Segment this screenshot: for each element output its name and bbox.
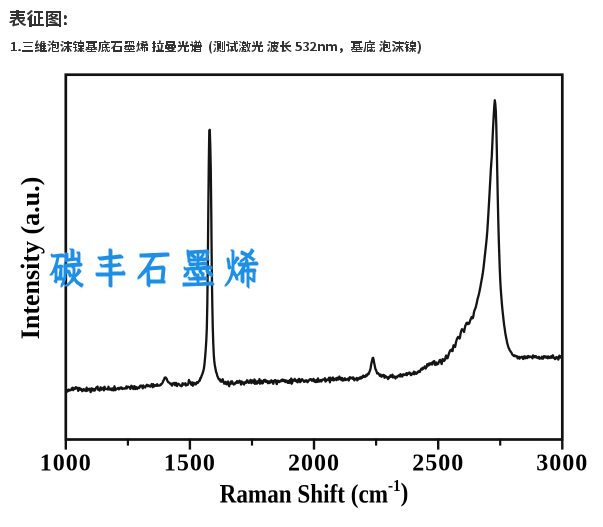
x-tick-label-3000: 3000 xyxy=(536,451,588,477)
page-title-glyphs xyxy=(9,10,67,27)
x-axis-title-close-paren: ) xyxy=(401,479,409,508)
spectrum-line xyxy=(64,99,564,394)
figure-caption-glyphs xyxy=(11,40,421,54)
x-tick-label-2500: 2500 xyxy=(412,451,464,477)
x-tick-label-1500: 1500 xyxy=(164,451,216,477)
x-axis-title-superscript: -1 xyxy=(388,477,401,495)
watermark-glyphs xyxy=(49,248,259,290)
x-tick-label-1000: 1000 xyxy=(40,451,92,477)
x-axis-title-main: Raman Shift (cm xyxy=(220,480,389,509)
y-axis-title: Intensity (a.u.) xyxy=(16,177,45,340)
x-tick-label-2000: 2000 xyxy=(288,451,340,477)
x-axis-title: Raman Shift (cm-1) xyxy=(220,477,409,509)
